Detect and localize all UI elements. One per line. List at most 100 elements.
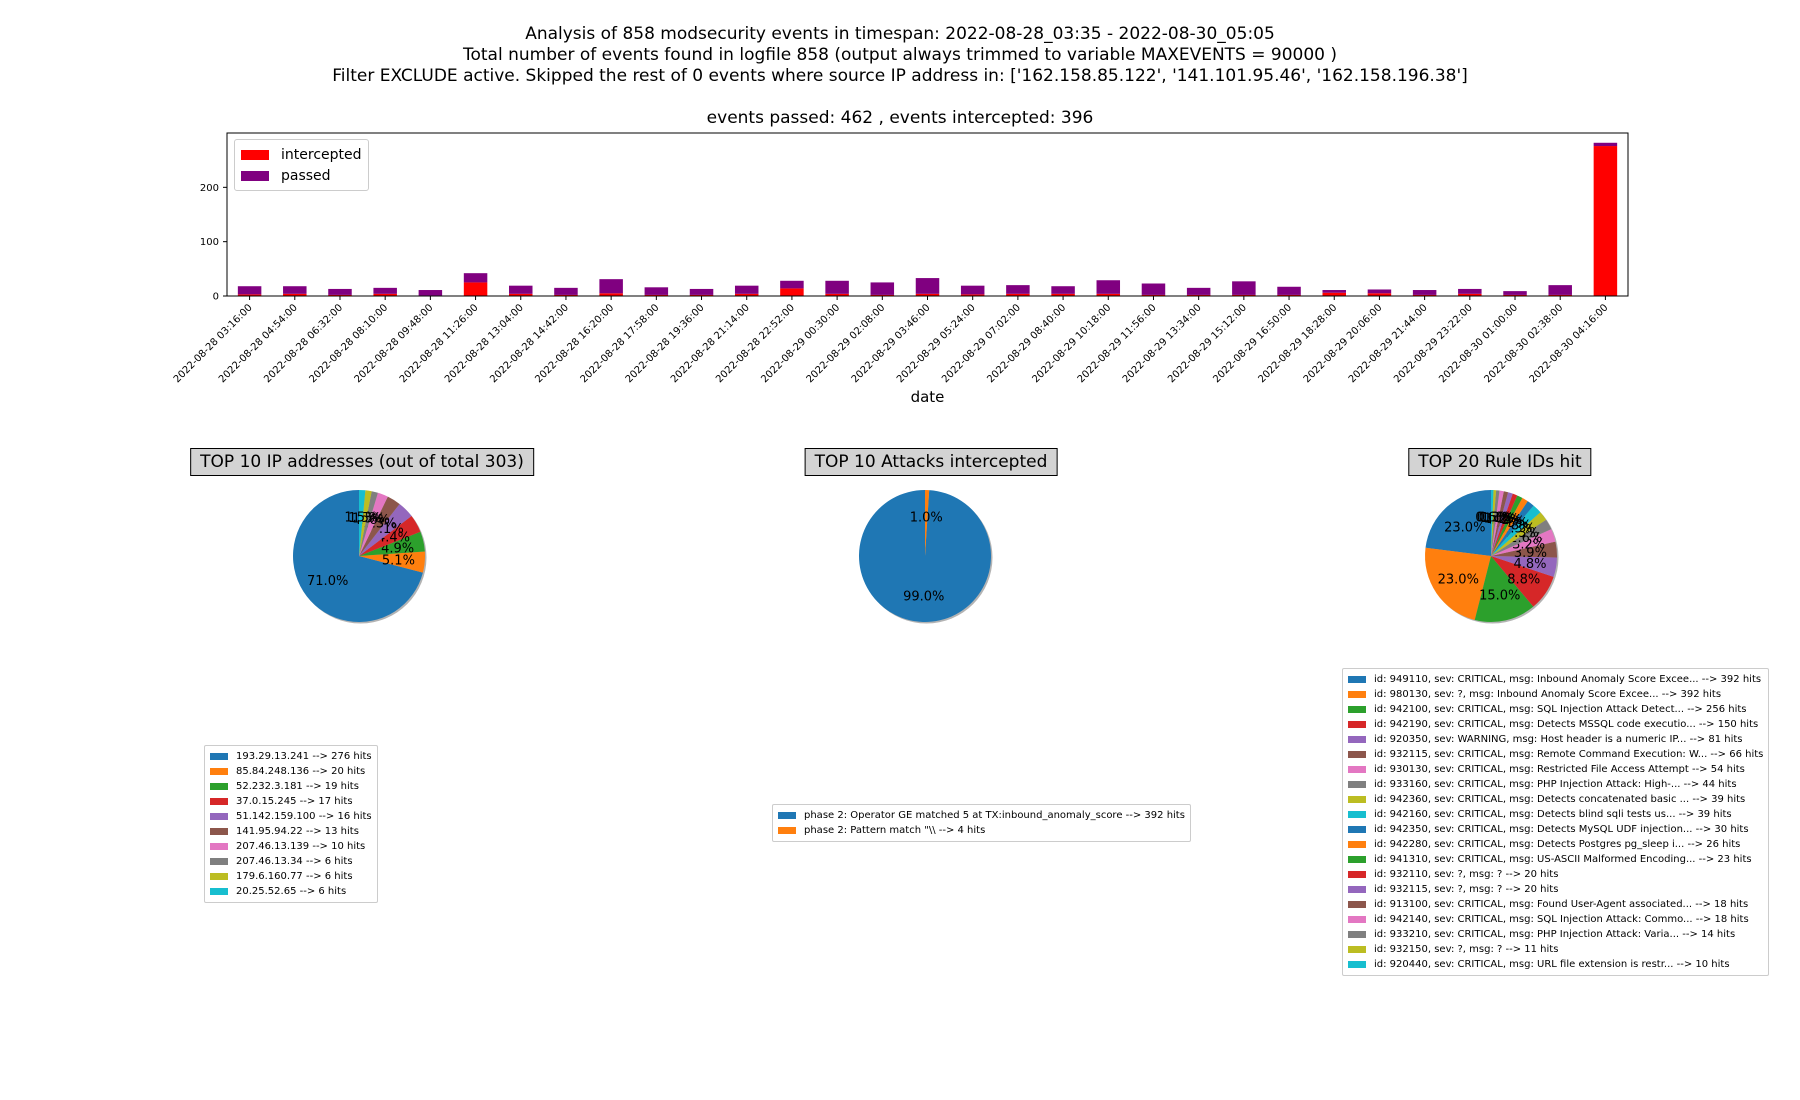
bar-passed-21 (1186, 287, 1211, 295)
pie-attacks-legend-item-1: phase 2: Pattern match "\\ --> 4 hits (778, 823, 1185, 838)
pie-rules-legend-item-4: id: 920350, sev: WARNING, msg: Host head… (1348, 732, 1763, 747)
x-tick-label-7: 2022-08-28 14:42:00 (488, 302, 571, 385)
pie-rules-slice-6 (1491, 529, 1556, 556)
bar-passed-30 (1593, 142, 1618, 147)
pie-ip-legend-item-8: 179.6.160.77 --> 6 hits (210, 869, 372, 884)
pie-rules-legend-item-19: id: 920440, sev: CRITICAL, msg: URL file… (1348, 957, 1763, 972)
bar-chart-title: events passed: 462 , events intercepted:… (706, 108, 1094, 128)
pie-ip-pct-label-8: 1.5% (348, 511, 381, 526)
bar-intercepted-18 (1051, 293, 1075, 296)
pie-rules-legend-item-6: id: 930130, sev: CRITICAL, msg: Restrict… (1348, 762, 1763, 777)
pie-rules-slice-11 (1491, 497, 1528, 556)
pie-attacks-slice-1 (925, 490, 930, 556)
pie-rules-slice-10 (1491, 501, 1534, 556)
x-tick-label-18: 2022-08-29 08:40:00 (985, 302, 1068, 385)
pie-ip-legend-item-1: 85.84.248.136 --> 20 hits (210, 764, 372, 779)
pie-rules-pct-label-5: 3.9% (1514, 546, 1547, 561)
pie-title-attacks: TOP 10 Attacks intercepted (804, 448, 1058, 476)
pie-rules-pct-label-0: 23.0% (1444, 520, 1485, 535)
x-tick-label-1: 2022-08-28 04:54:00 (217, 302, 300, 385)
bar-intercepted-7 (554, 294, 578, 296)
pie-rules-legend-label-11: id: 942280, sev: CRITICAL, msg: Detects … (1374, 839, 1741, 850)
pie-rules-legend-swatch-14 (1348, 886, 1366, 893)
bar-intercepted-9 (644, 294, 669, 296)
bar-intercepted-5 (463, 282, 488, 296)
pie-rules-legend-item-12: id: 941310, sev: CRITICAL, msg: US-ASCII… (1348, 852, 1763, 867)
pie-rules-legend-item-11: id: 942280, sev: CRITICAL, msg: Detects … (1348, 837, 1763, 852)
bar-plot-frame (226, 132, 1629, 297)
pie-legend-rules: id: 949110, sev: CRITICAL, msg: Inbound … (1342, 668, 1770, 976)
pie-rules-legend-label-3: id: 942190, sev: CRITICAL, msg: Detects … (1374, 719, 1759, 730)
pie-rules-legend-label-7: id: 933160, sev: CRITICAL, msg: PHP Inje… (1374, 779, 1737, 790)
pie-rules-legend-item-1: id: 980130, sev: ?, msg: Inbound Anomaly… (1348, 687, 1763, 702)
pie-rules-slice-12 (1491, 495, 1523, 556)
bar-intercepted-12 (780, 288, 804, 296)
pie-rules-legend-label-9: id: 942160, sev: CRITICAL, msg: Detects … (1374, 809, 1732, 820)
x-tick-label-19: 2022-08-29 10:18:00 (1031, 302, 1114, 385)
pie-rules-legend-item-10: id: 942350, sev: CRITICAL, msg: Detects … (1348, 822, 1763, 837)
pie-ip-slice-4 (359, 503, 412, 556)
pie-rules-legend-label-2: id: 942100, sev: CRITICAL, msg: SQL Inje… (1374, 704, 1747, 715)
bar-passed-28 (1503, 291, 1527, 295)
bar-intercepted-8 (599, 293, 623, 296)
bar-passed-12 (780, 280, 804, 289)
pie-rules-legend-label-18: id: 932150, sev: ?, msg: ? --> 11 hits (1374, 944, 1559, 955)
pie-rules-legend-item-0: id: 949110, sev: CRITICAL, msg: Inbound … (1348, 672, 1763, 687)
pie-rules-slice-9 (1491, 505, 1541, 556)
legend-item-passed: passed (241, 165, 362, 186)
bar-passed-18 (1051, 286, 1075, 294)
bar-passed-5 (463, 273, 488, 283)
pie-rules-legend-item-5: id: 932115, sev: CRITICAL, msg: Remote C… (1348, 747, 1763, 762)
pie-rules-pct-label-17: 0.8% (1479, 511, 1512, 526)
pie-ip-legend-item-3: 37.0.15.245 --> 17 hits (210, 794, 372, 809)
pie-rules-slice-4 (1491, 556, 1557, 577)
pie-attacks-pct-label-1: 1.0% (910, 510, 943, 525)
x-tick-label-8: 2022-08-28 16:20:00 (533, 302, 616, 385)
pie-ip-legend-swatch-8 (210, 873, 228, 880)
pie-ip-legend-label-4: 51.142.159.100 --> 16 hits (236, 811, 372, 822)
pie-rules-slice-3 (1491, 556, 1554, 607)
pie-ip-legend-item-7: 207.46.13.34 --> 6 hits (210, 854, 372, 869)
x-tick-label-0: 2022-08-28 03:16:00 (172, 302, 255, 385)
pie-ip-slice-9 (359, 490, 366, 556)
bar-intercepted-1 (283, 293, 307, 296)
bar-passed-14 (870, 282, 895, 295)
bar-passed-26 (1412, 290, 1437, 295)
pie-rules-slice-7 (1491, 519, 1552, 556)
pie-ip-legend-item-2: 52.232.3.181 --> 19 hits (210, 779, 372, 794)
pie-rules-legend-label-12: id: 941310, sev: CRITICAL, msg: US-ASCII… (1374, 854, 1752, 865)
x-tick-label-11: 2022-08-28 21:14:00 (669, 302, 752, 385)
pie-rules-legend-swatch-12 (1348, 856, 1366, 863)
y-tick-label-0: 0 (213, 292, 219, 303)
x-tick-label-20: 2022-08-29 11:56:00 (1076, 302, 1159, 385)
x-tick-label-21: 2022-08-29 13:34:00 (1121, 302, 1204, 385)
pie-ip-pct-label-0: 71.0% (307, 574, 348, 589)
x-tick-label-15: 2022-08-29 03:46:00 (850, 302, 933, 385)
pie-rules-legend-item-2: id: 942100, sev: CRITICAL, msg: SQL Inje… (1348, 702, 1763, 717)
pie-ip-legend-swatch-3 (210, 798, 228, 805)
bar-passed-7 (554, 287, 578, 295)
pie-attacks-legend-swatch-1 (778, 827, 796, 834)
pie-rules-slice-16 (1491, 490, 1504, 556)
bar-passed-15 (915, 278, 940, 294)
pie-rules-pct-label-3: 8.8% (1507, 572, 1540, 587)
pie-rules-legend-swatch-4 (1348, 736, 1366, 743)
pie-rules-legend-item-17: id: 933210, sev: CRITICAL, msg: PHP Inje… (1348, 927, 1763, 942)
bar-passed-20 (1141, 283, 1166, 295)
bar-passed-22 (1232, 281, 1256, 295)
pie-rules-legend-swatch-13 (1348, 871, 1366, 878)
pie-title-ip: TOP 10 IP addresses (out of total 303) (190, 448, 534, 476)
pie-rules-legend-label-14: id: 932115, sev: ?, msg: ? --> 20 hits (1374, 884, 1559, 895)
pie-ip-legend-swatch-7 (210, 858, 228, 865)
pie-ip-legend-label-6: 207.46.13.139 --> 10 hits (236, 841, 366, 852)
pie-ip-pct-label-1: 5.1% (382, 554, 415, 569)
pie-attacks-legend-label-0: phase 2: Operator GE matched 5 at TX:inb… (804, 810, 1185, 821)
bar-intercepted-24 (1322, 292, 1346, 296)
pie-rules-pct-label-1: 23.0% (1438, 572, 1479, 587)
pie-rules-legend-label-4: id: 920350, sev: WARNING, msg: Host head… (1374, 734, 1743, 745)
x-tick-label-27: 2022-08-29 23:22:00 (1392, 302, 1475, 385)
x-tick-label-2: 2022-08-28 06:32:00 (262, 302, 345, 385)
x-tick-label-29: 2022-08-30 02:38:00 (1482, 302, 1565, 385)
bar-passed-13 (825, 280, 849, 294)
